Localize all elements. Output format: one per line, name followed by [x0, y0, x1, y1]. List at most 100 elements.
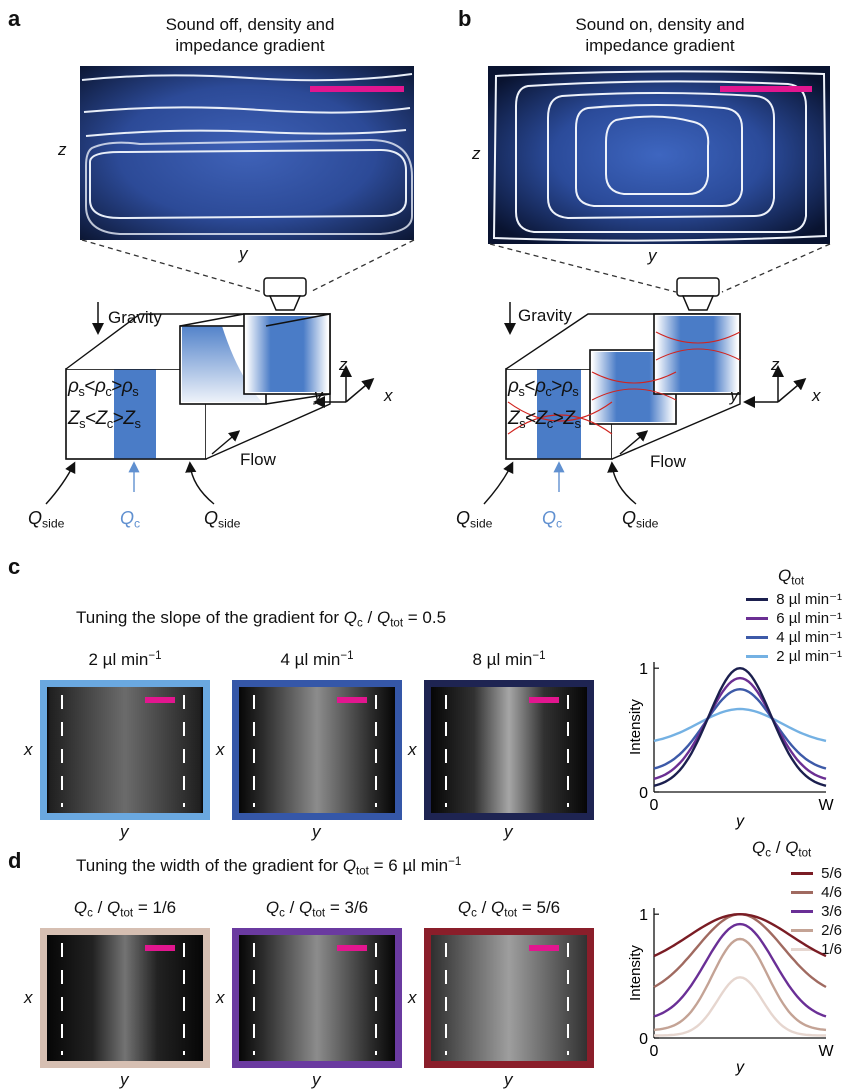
legend-label: 8 µl min⁻¹ — [776, 591, 842, 608]
panel-letter-c: c — [8, 554, 21, 579]
panel-letter-b: b — [458, 6, 472, 31]
q-symbol: Q — [299, 898, 313, 917]
legend-swatch — [746, 598, 769, 601]
channel-wall-marker — [567, 695, 569, 807]
heading-text: Tuning the width of the gradient for — [76, 856, 343, 875]
fraction-text: = 1/6 — [133, 898, 177, 917]
panel-c-heading: Tuning the slope of the gradient for Qc … — [76, 608, 447, 630]
panel-b-scale-bar — [720, 86, 812, 92]
channel-wall-marker — [375, 943, 377, 1055]
c-image-label: 4 µl min−1 — [232, 650, 402, 670]
subscript: side — [470, 516, 493, 531]
subscript: side — [636, 516, 659, 531]
superscript: −1 — [532, 650, 546, 663]
panel-d-intensity-chart: 0 1 0 Wy Intensity — [627, 907, 834, 1076]
y-tick-label: 0 — [639, 785, 648, 802]
panel-b-title-line2: impedance gradient — [585, 36, 735, 55]
axis-x-label: x — [24, 988, 33, 1007]
axis-y-b: y — [730, 386, 739, 405]
panel-a-title-line2: impedance gradient — [175, 36, 325, 55]
channel-schematic-a — [65, 312, 331, 460]
scale-bar — [145, 945, 175, 951]
d-fluorescence-image — [424, 928, 594, 1068]
subscript: tot — [798, 847, 812, 860]
z-symbol: Z — [508, 408, 520, 429]
subscript: c — [87, 907, 93, 920]
z-symbol: Z — [535, 408, 548, 429]
y-tick-label: 0 — [639, 1031, 648, 1048]
series-line — [653, 687, 827, 770]
subscript: tot — [356, 865, 369, 878]
legend-swatch — [746, 655, 769, 658]
series-line — [653, 922, 827, 1018]
legend-entry: 4/6 — [791, 883, 842, 902]
channel-wall-marker — [61, 695, 63, 807]
q-symbol: Q — [265, 898, 280, 917]
legend-entry: 1/6 — [791, 940, 842, 959]
legend-entry: 2 µl min⁻¹ — [746, 647, 842, 666]
axis-x-b: x — [812, 386, 821, 405]
subscript: s — [518, 383, 525, 399]
q-side-left-a: Qside — [28, 508, 64, 531]
axis-triad-b — [743, 365, 807, 408]
axis-z-b: z — [771, 355, 780, 374]
channel-schematic-b — [505, 312, 741, 460]
subscript: c — [765, 847, 772, 860]
subscript: c — [545, 383, 552, 399]
legend-entry: 6 µl min⁻¹ — [746, 609, 842, 628]
panel-a-contours — [81, 73, 413, 235]
superscript: −1 — [340, 650, 354, 663]
q-symbol: Q — [376, 608, 391, 627]
series-line — [654, 976, 826, 1037]
panel-letter-d: d — [8, 848, 22, 873]
q-side-left-b: Qside — [456, 508, 492, 531]
panel-b-axis-z: z — [472, 144, 481, 163]
panel-a-title-line1: Sound off, density and — [165, 15, 335, 34]
density-relation-a: ρs<ρc>ρs — [68, 376, 139, 399]
rate-text: 4 µl min — [280, 650, 341, 669]
rate-text: 2 µl min — [88, 650, 149, 669]
panel-c-legend: 8 µl min⁻¹ 6 µl min⁻¹ 4 µl min⁻¹ 2 µl min⁻¹ — [746, 590, 842, 666]
superscript: −1 — [148, 650, 162, 663]
q-symbol: Q — [204, 508, 219, 528]
axis-y-a: y — [314, 386, 323, 405]
z-symbol: Z — [123, 408, 135, 429]
panel-a-scale-bar — [310, 86, 404, 92]
gravity-label-a: Gravity — [108, 308, 162, 327]
d-fluorescence-image — [232, 928, 402, 1068]
z-symbol: Z — [95, 408, 108, 429]
axis-x-label: x — [408, 740, 417, 759]
q-symbol: Q — [622, 508, 637, 528]
panel-a-axis-z: z — [58, 140, 67, 159]
axis-x-label: x — [24, 740, 33, 759]
impedance-relation-a: Zs<Zc>Zs — [68, 408, 141, 431]
subscript: s — [79, 415, 86, 431]
panel-c-legend-title: Qtot — [778, 566, 804, 587]
axis-x-label: x — [216, 988, 225, 1007]
subscript: s — [574, 415, 581, 431]
axis-y-label: y — [504, 1070, 513, 1089]
q-symbol: Q — [785, 838, 799, 857]
objective-icon-b — [676, 277, 720, 311]
panel-letter-a: a — [8, 6, 21, 31]
objective-icon-a — [263, 277, 307, 311]
legend-label: 1/6 — [821, 941, 842, 958]
legend-entry: 3/6 — [791, 902, 842, 921]
subscript: c — [357, 617, 363, 630]
flow-label-b: Flow — [650, 452, 686, 471]
panel-b-axis-y: y — [648, 246, 657, 265]
q-symbol: Q — [457, 898, 472, 917]
subscript: c — [105, 383, 112, 399]
rho-symbol: ρ — [561, 376, 573, 397]
subscript: c — [556, 516, 563, 531]
channel-wall-marker — [375, 695, 377, 807]
q-symbol: Q — [343, 608, 358, 627]
panel-a-contour-image — [80, 66, 414, 240]
q-center-b: Qc — [542, 508, 562, 531]
legend-swatch — [746, 636, 769, 639]
flow-arrow-b — [619, 430, 649, 455]
channel-wall-marker — [183, 943, 185, 1055]
fraction-text: = 5/6 — [517, 898, 561, 917]
axis-y-label: y — [120, 1070, 129, 1089]
y-axis-label: Intensity — [627, 699, 644, 755]
